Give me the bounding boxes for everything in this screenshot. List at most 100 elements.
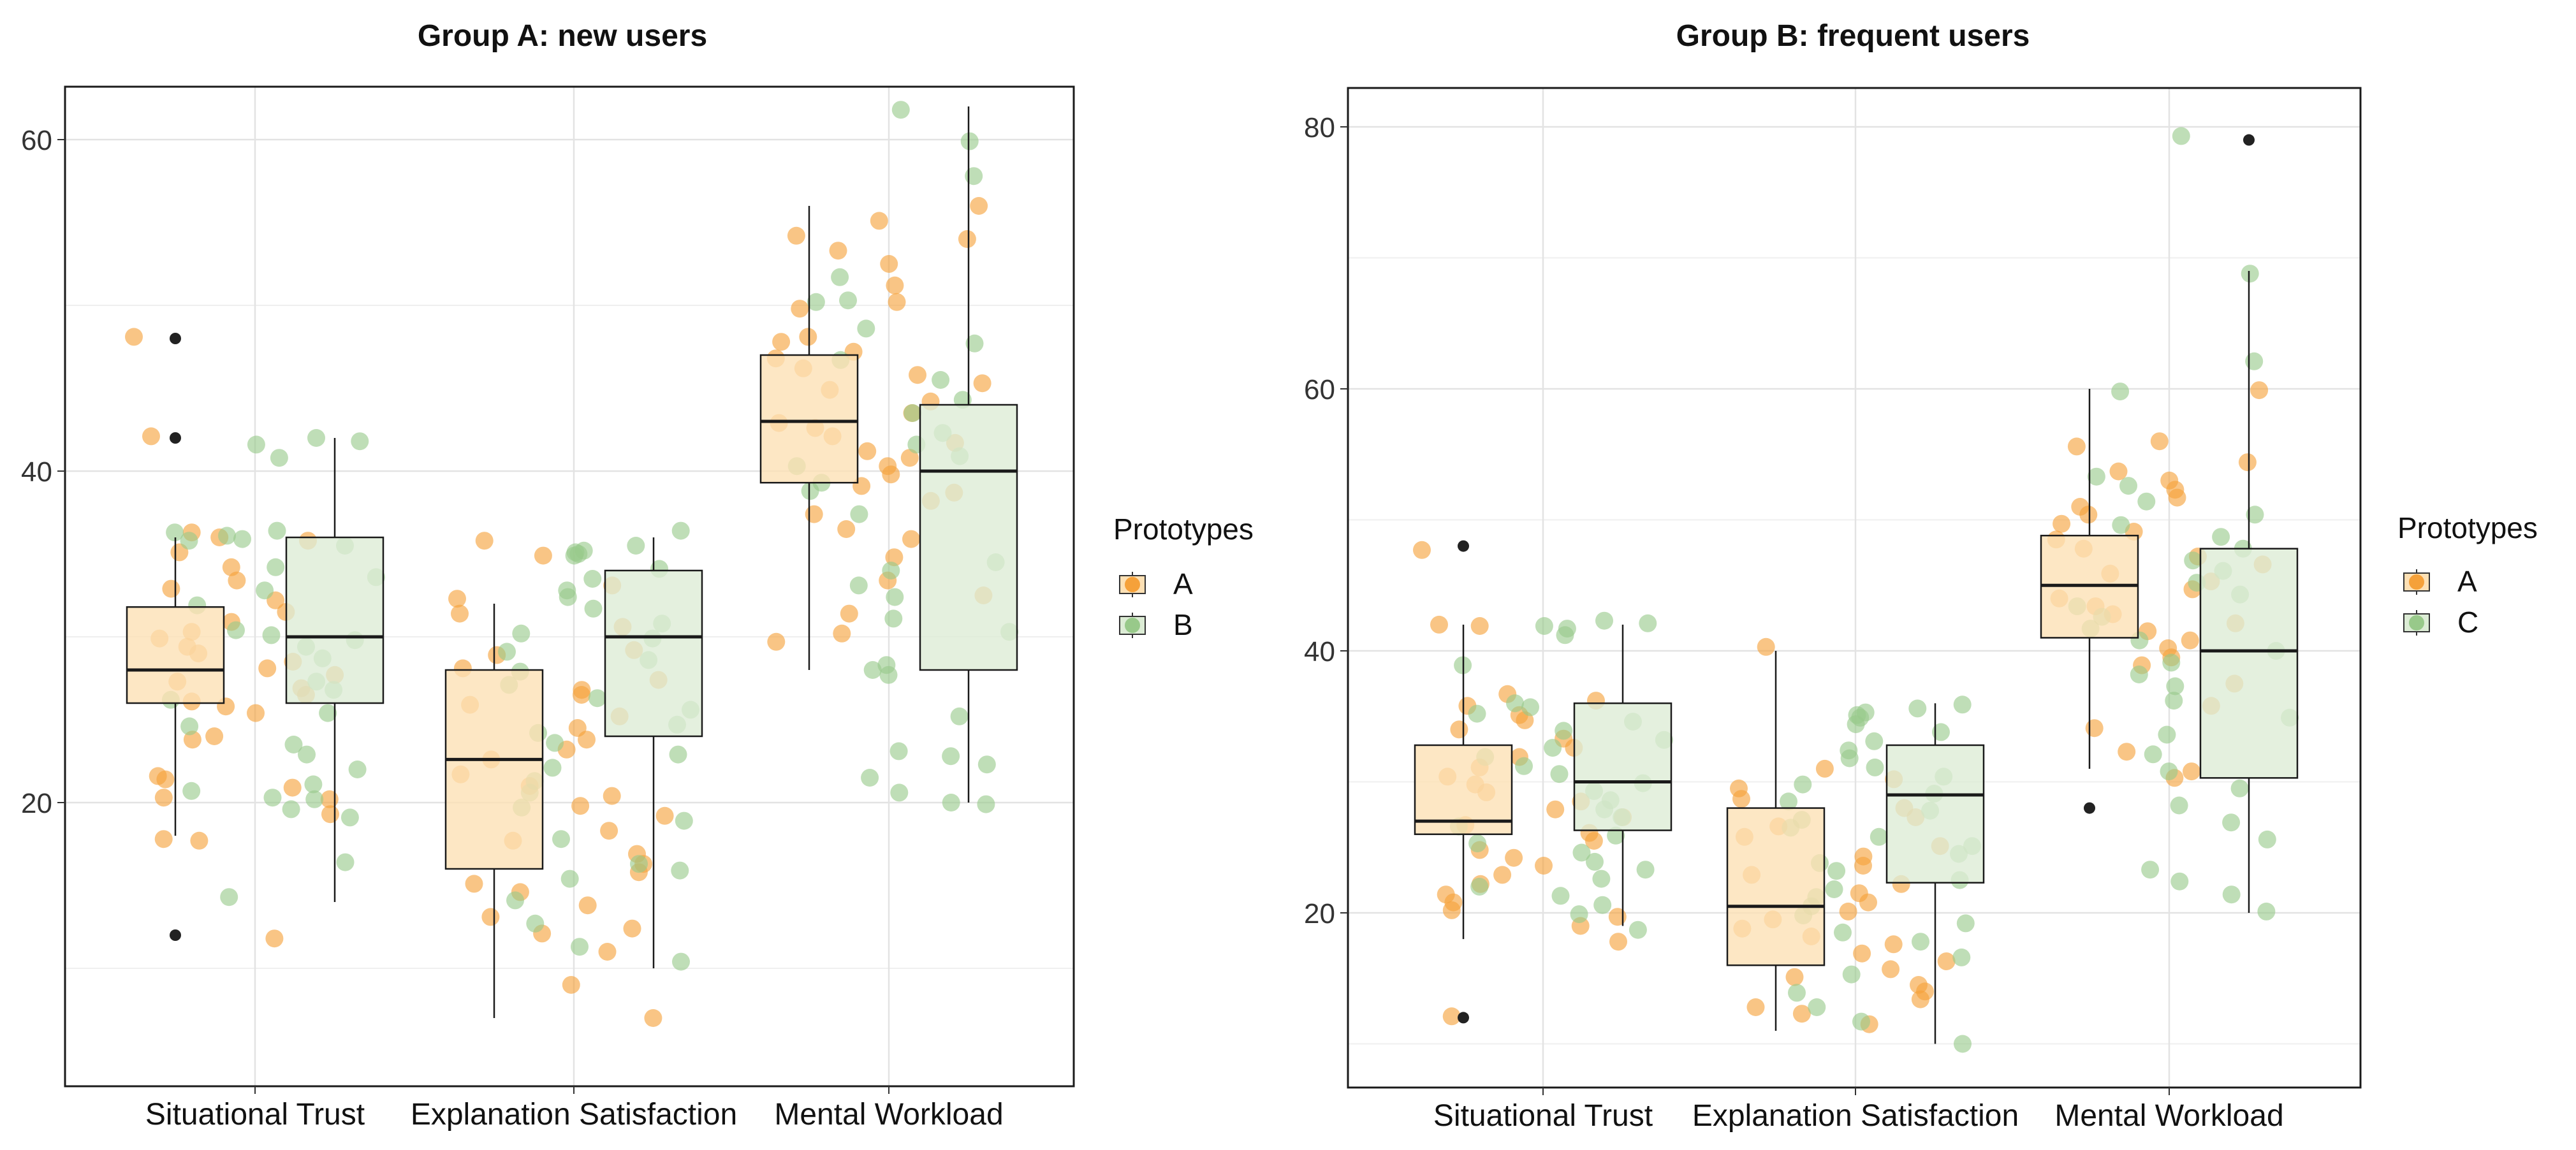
x-tick-label: Situational Trust <box>145 1098 365 1132</box>
data-point-a <box>247 704 265 722</box>
y-tick-label: 40 <box>21 456 52 488</box>
data-point-c <box>2087 467 2105 486</box>
plot-frame <box>64 85 1075 1088</box>
data-point-a <box>1442 1007 1461 1026</box>
data-point-b <box>669 745 687 764</box>
data-point-b <box>831 268 849 286</box>
data-point-b <box>977 755 996 774</box>
data-point-a <box>1854 857 1872 875</box>
data-point-c <box>1952 948 1971 966</box>
data-point-a <box>1911 990 1929 1008</box>
legend-dot-c <box>2409 615 2424 630</box>
data-point-a <box>623 919 641 938</box>
outlier-point <box>1458 1012 1469 1024</box>
data-point-b <box>565 546 583 565</box>
data-point-a <box>448 590 466 608</box>
data-point-a <box>958 230 976 248</box>
data-point-c <box>1908 699 1927 718</box>
data-point-b <box>247 435 265 454</box>
data-point-c <box>2137 492 2156 511</box>
data-point-c <box>2141 861 2160 879</box>
data-point-c <box>1506 694 1524 713</box>
data-point-a <box>880 255 898 273</box>
data-point-c <box>2245 352 2264 370</box>
data-point-b <box>304 775 323 794</box>
outlier-point <box>1458 540 1469 552</box>
data-point-b <box>526 914 545 933</box>
data-point-a <box>829 242 847 260</box>
data-point-a <box>2181 631 2199 650</box>
data-point-b <box>801 482 819 500</box>
data-point-b <box>857 319 875 338</box>
data-point-c <box>2258 830 2276 848</box>
data-point-c <box>1780 792 1797 811</box>
data-point-a <box>882 465 900 484</box>
data-point-c <box>2112 516 2130 534</box>
box-iqr <box>1885 744 1985 884</box>
panel-title: Group A: new users <box>418 19 707 53</box>
legend-title: Prototypes <box>2397 511 2538 544</box>
legend-item-a: A <box>1119 567 1193 600</box>
x-tick-label: Situational Trust <box>1433 1099 1653 1133</box>
data-point-c <box>1639 614 1657 632</box>
data-point-a <box>1535 857 1553 875</box>
data-point-b <box>583 570 602 588</box>
data-point-a <box>1450 720 1468 739</box>
data-point-b <box>672 952 690 971</box>
data-point-a <box>888 293 906 311</box>
data-point-a <box>265 929 284 948</box>
box-iqr <box>126 606 225 704</box>
legend-dot-a <box>2409 574 2424 590</box>
data-point-c <box>1570 905 1588 924</box>
data-point-b <box>675 812 693 830</box>
box-a <box>1414 540 1513 1024</box>
data-point-c <box>1842 965 1861 984</box>
data-point-a <box>571 797 590 815</box>
data-point-c <box>1808 998 1826 1016</box>
data-point-a <box>1584 832 1603 850</box>
data-point-a <box>1732 790 1750 808</box>
data-point-c <box>1865 732 1884 750</box>
y-tick-label: 60 <box>1304 374 1335 405</box>
data-point-a <box>840 604 858 623</box>
data-point-b <box>560 870 579 888</box>
y-tick-label: 40 <box>1304 636 1335 667</box>
box-c <box>1573 624 1672 926</box>
box-iqr <box>919 404 1018 671</box>
data-point-b <box>839 291 857 310</box>
data-point-b <box>588 689 606 708</box>
data-point-a <box>534 546 552 565</box>
data-point-a <box>833 624 851 643</box>
x-tick-label: Mental Workload <box>774 1098 1003 1132</box>
data-point-c <box>1912 933 1929 951</box>
data-point-b <box>627 537 645 555</box>
data-point-a <box>1505 848 1523 867</box>
data-point-c <box>1788 984 1806 1002</box>
box-b <box>919 106 1018 803</box>
data-point-a <box>465 875 483 893</box>
data-point-c <box>2222 813 2241 832</box>
data-point-a <box>1608 908 1627 926</box>
panel-group-b: Group B: frequent users 20 40 60 80 Situati… <box>1304 19 2538 1133</box>
data-point-c <box>2184 551 2202 570</box>
data-point-a <box>1785 968 1804 986</box>
box-b <box>604 537 703 968</box>
data-point-c <box>2165 692 2183 710</box>
data-point-b <box>307 429 325 447</box>
data-point-c <box>1953 695 1972 714</box>
data-point-a <box>598 943 617 961</box>
data-point-c <box>2144 745 2162 764</box>
outlier-point <box>170 432 181 444</box>
data-point-a <box>1937 952 1956 970</box>
data-point-c <box>2170 872 2189 891</box>
data-point-c <box>1794 775 1812 794</box>
data-point-b <box>180 717 199 736</box>
data-point-b <box>227 621 245 639</box>
data-point-a <box>1853 944 1871 963</box>
data-point-c <box>2230 779 2249 797</box>
data-point-a <box>870 212 888 230</box>
y-tick-label: 80 <box>1304 112 1335 143</box>
data-point-a <box>154 830 173 848</box>
data-point-a <box>858 442 877 460</box>
data-point-c <box>1866 758 1884 776</box>
